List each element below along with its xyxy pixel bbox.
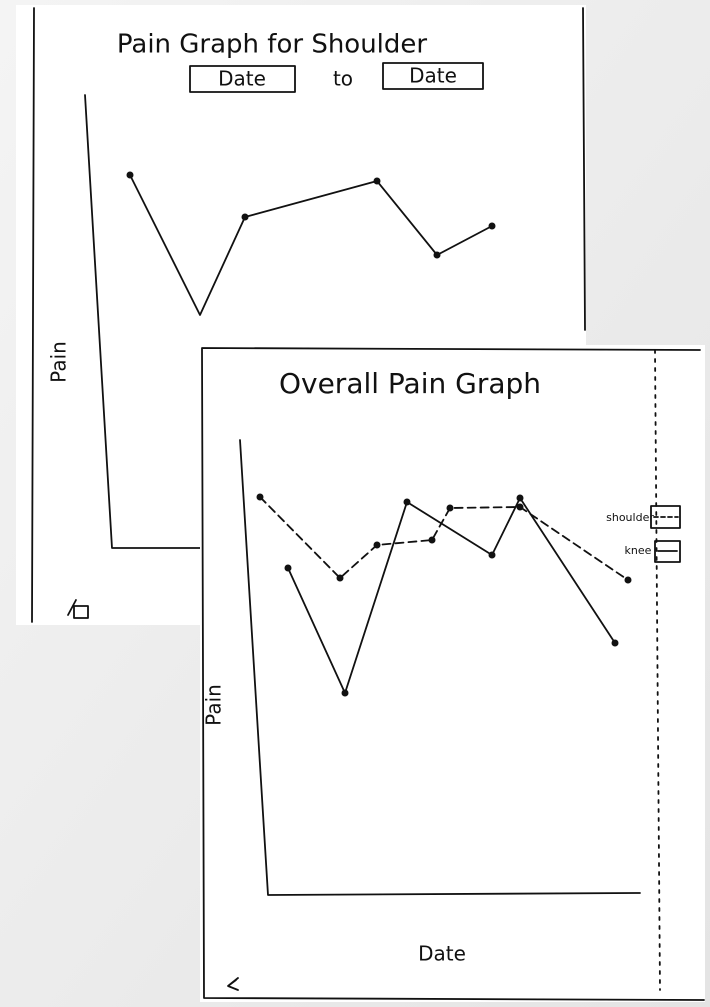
scroll-edge — [654, 349, 661, 991]
paper — [200, 345, 705, 1002]
title: Pain Graph for Shoulder — [117, 30, 428, 60]
pain-line — [129, 174, 493, 316]
legend-label: knee — [625, 544, 652, 557]
sketch-overall: Overall Pain Graph shoulder knee Pain Da… — [200, 345, 705, 1002]
x-axis-label: Date — [418, 942, 466, 966]
axes — [239, 439, 641, 896]
paper-edge — [201, 347, 705, 1001]
paper-edge — [31, 7, 35, 623]
date-input-text: Date — [218, 67, 266, 91]
points — [126, 171, 496, 259]
legend-toggle[interactable] — [650, 505, 681, 529]
back-button[interactable] — [227, 977, 239, 991]
date-input-text: Date — [409, 64, 457, 88]
legend-label: shoulder — [606, 511, 654, 524]
date-input[interactable] — [382, 62, 484, 90]
paper-edge — [582, 7, 586, 331]
title: Overall Pain Graph — [279, 367, 541, 400]
knee-line — [287, 497, 616, 694]
y-axis-label: Pain — [202, 684, 226, 726]
y-axis-label: Pain — [47, 341, 71, 383]
axes — [84, 94, 201, 549]
legend-toggle[interactable] — [654, 540, 681, 563]
points — [256, 493, 632, 697]
icon[interactable] — [67, 599, 89, 619]
date-input[interactable] — [189, 65, 296, 93]
separator: to — [333, 67, 353, 91]
